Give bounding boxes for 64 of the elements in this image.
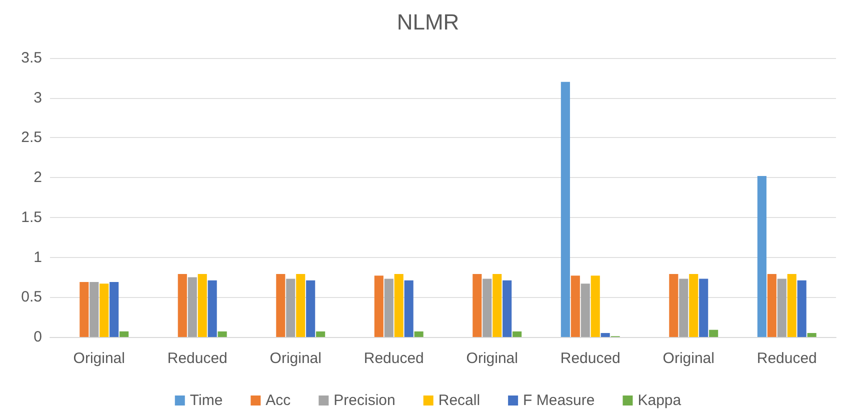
x-tick-label: Reduced (167, 350, 228, 367)
bar (198, 274, 207, 337)
bar (512, 331, 522, 337)
x-tick-label: Reduced (364, 350, 424, 367)
bar (669, 274, 678, 337)
bar (777, 278, 786, 337)
bar (296, 274, 306, 337)
bar (580, 284, 590, 337)
bar (178, 274, 187, 337)
y-tick-label: 3 (34, 89, 42, 106)
bar (689, 274, 698, 337)
bar (679, 278, 688, 337)
bar (208, 280, 217, 337)
legend-label: Kappa (638, 392, 682, 409)
bar (110, 282, 119, 337)
bar (492, 274, 502, 337)
y-tick-label: 0.5 (21, 288, 42, 306)
bar (414, 331, 424, 337)
legend-label: F Measure (523, 392, 595, 409)
bar (286, 278, 296, 337)
bar (100, 284, 109, 337)
bar (188, 277, 197, 337)
bar (472, 274, 482, 337)
bar (560, 82, 570, 337)
bar (80, 282, 89, 337)
x-tick-label: Original (662, 350, 714, 367)
bar (120, 331, 129, 337)
y-tick-label: 0 (34, 328, 42, 346)
legend-label: Acc (266, 392, 292, 409)
bar (90, 282, 99, 337)
y-tick-label: 1.5 (21, 208, 42, 226)
bar (787, 274, 796, 337)
bar (394, 274, 404, 337)
y-tick-label: 3.5 (21, 50, 42, 66)
x-tick-label: Original (466, 350, 518, 367)
bar (306, 280, 316, 337)
bar (374, 276, 384, 337)
legend-label: Precision (334, 392, 396, 409)
bar (570, 276, 580, 337)
legend-label: Recall (438, 392, 480, 409)
x-tick-label: Reduced (560, 350, 620, 367)
bar (404, 280, 414, 337)
bar (797, 280, 806, 337)
y-tick-label: 2 (34, 169, 42, 186)
y-tick-label: 2.5 (21, 129, 42, 146)
x-tick-label: Original (73, 350, 125, 367)
bar (590, 276, 600, 337)
bar (316, 331, 326, 337)
x-tick-label: Original (270, 350, 322, 367)
bar (757, 176, 766, 337)
bar (482, 278, 492, 337)
bar (709, 330, 718, 337)
chart-title: NLMR (396, 10, 460, 34)
y-tick-label: 1 (34, 248, 42, 266)
x-tick-label: Reduced (756, 350, 817, 367)
bar (767, 274, 776, 337)
bar (384, 278, 394, 337)
legend-label: Time (190, 392, 223, 409)
bar (502, 280, 512, 337)
bar (600, 333, 610, 337)
bar (807, 333, 816, 337)
bar (218, 331, 227, 337)
bar (699, 278, 708, 337)
bar (276, 274, 286, 337)
